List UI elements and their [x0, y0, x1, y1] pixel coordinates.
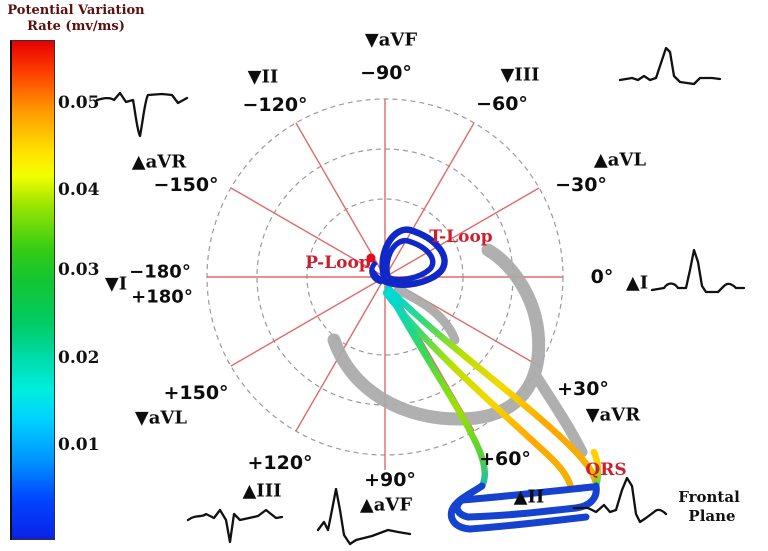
angle-label-plus30: +30° [557, 378, 609, 400]
angle-label-minus90: −90° [360, 62, 412, 84]
ecg-waveform-right [650, 248, 746, 294]
lead-label-avf-top: ▼aVF [364, 29, 418, 51]
colorbar-tick: 0.05 [58, 93, 100, 113]
ecg-insets [95, 46, 746, 546]
colorbar-tick: 0.04 [58, 180, 100, 200]
ecg-waveform-top-right [618, 46, 722, 86]
colorbar-tick: 0.03 [58, 260, 100, 280]
ecg-waveform-bottom-left [186, 508, 284, 544]
lead-label-avr-right: ▼aVR [585, 404, 641, 426]
lead-label-ii-top: ▼II [247, 66, 279, 88]
lead-label-avl-left: ▼aVL [134, 407, 188, 429]
angle-label-plus150: +150° [163, 382, 229, 404]
colorbar-title-line2: Rate (mv/ms) [27, 19, 125, 35]
qrs-loop-bottom [447, 482, 600, 533]
plane-caption-line2: Plane [688, 507, 736, 525]
colorbar-gradient [10, 40, 55, 540]
lead-label-avf-bottom: ▲aVF [359, 494, 413, 516]
angle-label-minus60: −60° [476, 93, 528, 115]
colorbar-tick: 0.02 [58, 348, 100, 368]
ecg-waveform-qrs [572, 476, 668, 524]
t-loop-path [369, 226, 448, 288]
t-loop-label: T-Loop [429, 227, 493, 247]
colorbar-title: Potential Variation Rate (mv/ms) [0, 3, 152, 36]
p-loop-label: P-Loop [305, 253, 371, 273]
angle-label-minus180: −180° [129, 261, 191, 283]
lead-label-ii-bottom: ▲II [513, 486, 545, 508]
angle-label-minus30: −30° [555, 174, 607, 196]
angle-label-0: 0° [590, 266, 614, 288]
angle-label-plus90: +90° [364, 469, 416, 491]
lead-label-iii-top: ▼III [500, 64, 540, 86]
plane-caption-line1: Frontal [678, 488, 740, 506]
angle-label-minus120: −120° [242, 94, 308, 116]
qrs-label: QRS [585, 460, 627, 480]
lead-label-i-right: ▲I [625, 272, 649, 294]
angle-label-plus120: +120° [247, 452, 313, 474]
lead-label-avr-left: ▲aVR [131, 151, 187, 173]
ecg-waveform-top-left [95, 91, 189, 138]
qrs-loop-strands [382, 285, 602, 493]
angle-label-minus150: −150° [153, 174, 219, 196]
lead-label-iii-bottom: ▲III [242, 480, 282, 502]
p-loop-marker [366, 253, 376, 263]
angle-label-plus180: +180° [131, 286, 193, 308]
angle-label-plus60: +60° [479, 448, 531, 470]
ecg-waveform-bottom-center [316, 487, 412, 546]
colorbar-title-line1: Potential Variation [7, 3, 145, 18]
lead-label-avl-right: ▲aVL [593, 149, 647, 171]
colorbar-tick: 0.01 [58, 435, 100, 455]
lead-label-i-left: ▼I [104, 273, 128, 295]
gray-reference-loop [327, 243, 588, 458]
